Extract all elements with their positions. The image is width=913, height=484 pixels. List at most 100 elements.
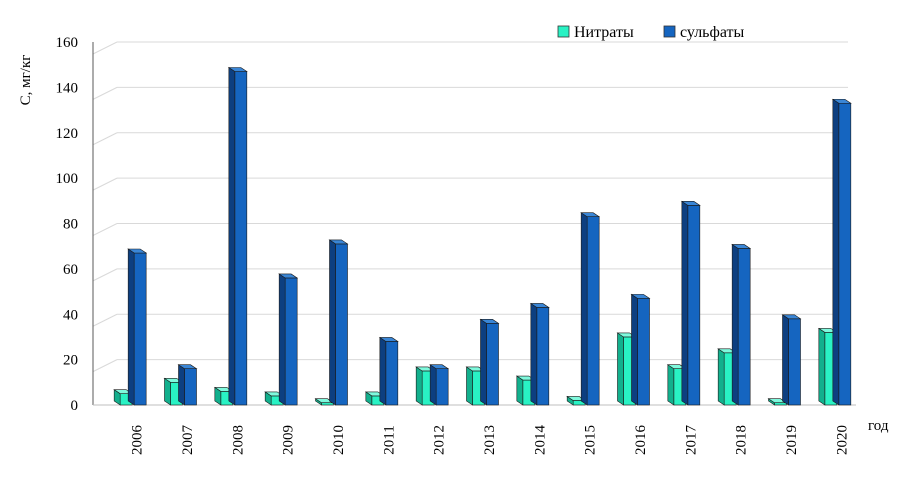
- y-tick-label: 80: [63, 217, 78, 233]
- bar-top: [378, 337, 399, 342]
- x-tick-label: 2009: [281, 425, 297, 455]
- x-tick-label: 2008: [230, 425, 246, 455]
- bar-front: [838, 102, 852, 406]
- bar-side: [278, 273, 286, 406]
- x-tick-label: 2019: [784, 425, 800, 455]
- bar-front: [321, 402, 334, 406]
- bar-top: [630, 294, 651, 299]
- bar-side: [466, 366, 473, 406]
- bar-sulfates: [378, 336, 399, 406]
- y-tick-label: 140: [56, 80, 79, 96]
- bar-side: [415, 366, 423, 406]
- bar-top: [479, 319, 500, 324]
- bar-sulfates: [429, 364, 450, 406]
- bar-front: [788, 318, 801, 406]
- y-axis-title: C, мг/кг: [18, 55, 34, 106]
- bar-front: [586, 216, 600, 406]
- bar-front: [536, 307, 550, 406]
- bar-sulfates: [680, 200, 701, 406]
- bar-sulfates: [479, 318, 500, 406]
- gridline-diagonal: [92, 359, 118, 373]
- bar-side: [631, 293, 638, 406]
- bar-nitrates: [113, 389, 134, 406]
- legend-swatch-nitrates: [557, 25, 570, 38]
- bar-side: [379, 336, 387, 406]
- bar-side: [580, 212, 588, 406]
- bar-top: [580, 212, 601, 217]
- gridline-diagonal: [92, 132, 118, 146]
- bar-front: [184, 368, 197, 406]
- x-tick-label: 2012: [432, 425, 448, 455]
- bar-side: [782, 314, 789, 406]
- bar-nitrates: [767, 398, 788, 406]
- x-tick-label: 2013: [482, 425, 498, 455]
- bar-front: [637, 298, 650, 406]
- bar-front: [284, 277, 298, 406]
- y-tick: 0: [71, 398, 79, 414]
- bar-front: [234, 71, 248, 406]
- x-tick-label: 2015: [583, 425, 599, 455]
- bar-front: [737, 248, 751, 406]
- y-tick-label: 100: [56, 171, 79, 187]
- x-tick-label: 2016: [633, 425, 649, 456]
- gridline-diagonal: [92, 313, 118, 327]
- x-tick-label: 2011: [381, 425, 397, 454]
- bar-side: [530, 302, 538, 406]
- bar-front: [335, 243, 348, 406]
- bar-sulfates: [227, 66, 248, 406]
- bar-nitrates: [364, 391, 385, 406]
- bar-side: [228, 66, 236, 406]
- bar-sulfates: [630, 293, 651, 406]
- bar-top: [831, 98, 852, 104]
- y-tick-label: 160: [56, 35, 79, 51]
- y-tick: 120: [56, 126, 79, 142]
- x-tick-label: 2007: [180, 425, 196, 456]
- bar-side: [516, 375, 524, 406]
- legend-label-sulfates: сульфаты: [680, 24, 745, 41]
- bars: [113, 66, 852, 406]
- bar-side: [832, 98, 840, 406]
- bar-top: [680, 201, 701, 206]
- bar-top: [127, 248, 148, 254]
- bar-front: [486, 323, 499, 406]
- bar-front: [774, 402, 787, 406]
- bar-side: [667, 364, 675, 406]
- y-tick-label: 40: [63, 307, 78, 323]
- y-tick: 80: [63, 217, 78, 233]
- legend-label-nitrates: Нитраты: [574, 24, 634, 41]
- bar-side: [178, 364, 185, 406]
- bar-side: [164, 377, 171, 406]
- gridline-diagonal: [92, 223, 118, 236]
- bar-sulfates: [781, 314, 802, 406]
- bar-front: [435, 368, 449, 406]
- bar-side: [818, 327, 826, 406]
- bar-top: [177, 364, 198, 370]
- y-tick-label: 20: [63, 353, 78, 369]
- bar-side: [429, 364, 437, 406]
- bar-sulfates: [529, 302, 550, 406]
- bar-top: [328, 239, 349, 245]
- gridline-diagonal: [92, 86, 118, 100]
- bar-side: [617, 332, 624, 406]
- bar-sulfates: [177, 364, 198, 406]
- y-tick: 160: [56, 35, 79, 51]
- y-tick: 40: [63, 307, 78, 323]
- x-axis-labels: 2006 2007 2008 2009 2010 2011 2012 2013 2014 2015…: [130, 425, 851, 456]
- bar-front: [385, 341, 399, 406]
- x-tick-label: 2018: [734, 425, 750, 455]
- bar-sulfates: [127, 248, 148, 406]
- bar-top: [529, 303, 550, 308]
- bar-top: [429, 364, 450, 370]
- bar-top: [731, 244, 752, 249]
- y-tick: 100: [56, 171, 79, 187]
- bar-sulfates: [328, 239, 349, 406]
- bar-side: [480, 318, 487, 406]
- bar-side: [731, 243, 739, 406]
- bar-side: [681, 200, 689, 406]
- bar-side: [127, 248, 135, 406]
- bar-side: [717, 348, 725, 406]
- y-tick: 60: [63, 262, 78, 278]
- bar-sulfates: [731, 243, 752, 406]
- x-tick-label: 2014: [532, 425, 548, 456]
